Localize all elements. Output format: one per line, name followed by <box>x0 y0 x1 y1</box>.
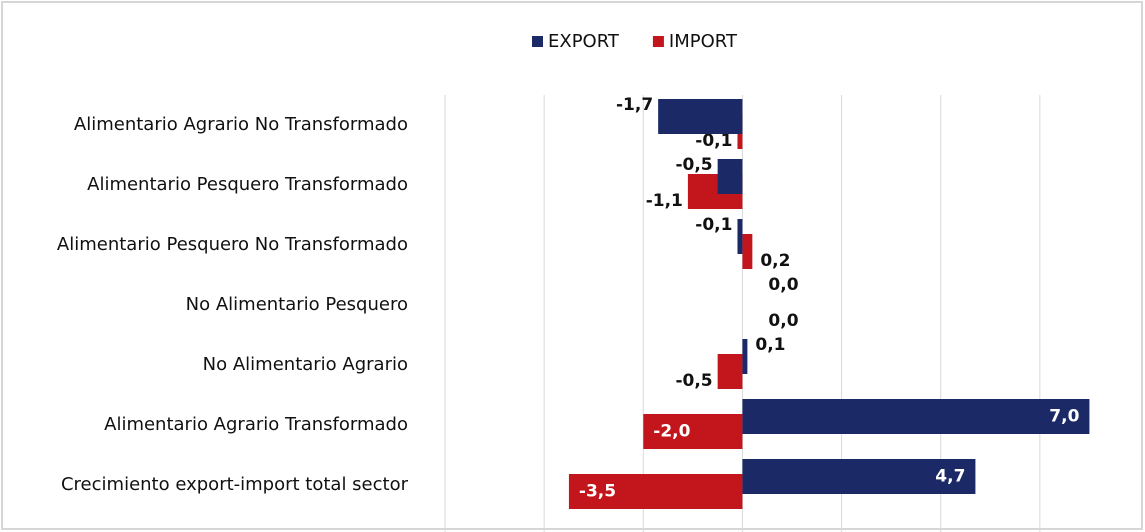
legend-swatch <box>652 36 664 47</box>
bar <box>742 459 976 494</box>
legend-swatch <box>532 36 543 47</box>
legend-label: IMPORT <box>669 31 738 52</box>
category-label: Alimentario Pesquero Transformado <box>87 174 408 195</box>
bar <box>643 414 743 449</box>
bar <box>737 219 743 254</box>
bar <box>568 474 743 509</box>
bar <box>717 159 743 194</box>
bar <box>742 399 1090 434</box>
value-label: -0,1 <box>695 131 732 151</box>
value-label: 0,0 <box>768 311 798 331</box>
value-label: 4,7 <box>935 467 965 487</box>
category-label: Alimentario Agrario No Transformado <box>74 114 408 135</box>
value-label: 0,2 <box>760 251 790 271</box>
value-label: -1,7 <box>616 95 653 115</box>
value-label: -1,1 <box>646 191 683 211</box>
value-label: -0,1 <box>695 215 732 235</box>
category-label: No Alimentario Pesquero <box>186 294 408 315</box>
value-label: -0,5 <box>675 371 712 391</box>
value-label: -0,5 <box>675 155 712 175</box>
value-label: 7,0 <box>1049 407 1079 427</box>
bar <box>658 99 743 134</box>
category-label: Alimentario Pesquero No Transformado <box>57 234 408 255</box>
value-label: -3,5 <box>579 482 616 502</box>
category-label: Alimentario Agrario Transformado <box>104 414 408 435</box>
category-label: No Alimentario Agrario <box>203 354 408 375</box>
bar <box>742 234 753 269</box>
category-label: Crecimiento export-import total sector <box>61 474 409 495</box>
value-label: 0,1 <box>755 335 785 355</box>
value-label: 0,0 <box>768 275 798 295</box>
bar <box>742 339 748 374</box>
legend-label: EXPORT <box>548 31 620 52</box>
value-label: -2,0 <box>653 422 690 442</box>
bar <box>717 354 743 389</box>
